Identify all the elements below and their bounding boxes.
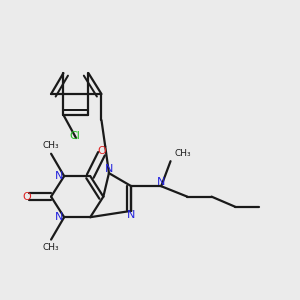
Text: N: N (55, 212, 63, 222)
Text: O: O (23, 192, 32, 202)
Text: N: N (127, 210, 136, 220)
Text: N: N (157, 177, 165, 187)
Text: Cl: Cl (69, 131, 80, 141)
Text: N: N (105, 164, 113, 174)
Text: CH₃: CH₃ (43, 141, 59, 150)
Text: CH₃: CH₃ (43, 243, 59, 252)
Text: O: O (98, 146, 106, 157)
Text: N: N (55, 171, 63, 181)
Text: CH₃: CH₃ (174, 149, 191, 158)
